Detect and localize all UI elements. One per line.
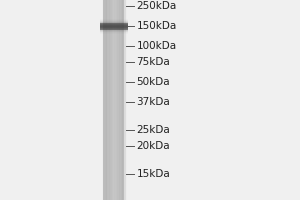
Text: 250kDa: 250kDa: [136, 1, 177, 11]
Bar: [100, 28, 127, 29]
Bar: [100, 26, 127, 27]
Bar: [100, 32, 127, 33]
Bar: [100, 31, 127, 32]
Bar: [100, 24, 127, 25]
Bar: [100, 29, 127, 30]
Bar: [100, 25, 127, 26]
Text: 20kDa: 20kDa: [136, 141, 170, 151]
Bar: [100, 20, 127, 21]
Text: 150kDa: 150kDa: [136, 21, 177, 31]
Text: 15kDa: 15kDa: [136, 169, 170, 179]
Bar: [103, 0, 124, 200]
Bar: [100, 21, 127, 22]
Bar: [100, 27, 127, 28]
Text: 25kDa: 25kDa: [136, 125, 170, 135]
Bar: [100, 19, 127, 20]
Text: 50kDa: 50kDa: [136, 77, 170, 87]
Bar: [100, 30, 127, 31]
Text: 75kDa: 75kDa: [136, 57, 170, 67]
Bar: [100, 23, 127, 30]
Bar: [100, 33, 127, 34]
Bar: [100, 22, 127, 23]
Bar: [100, 23, 127, 24]
Text: 100kDa: 100kDa: [136, 41, 177, 51]
Text: 37kDa: 37kDa: [136, 97, 170, 107]
